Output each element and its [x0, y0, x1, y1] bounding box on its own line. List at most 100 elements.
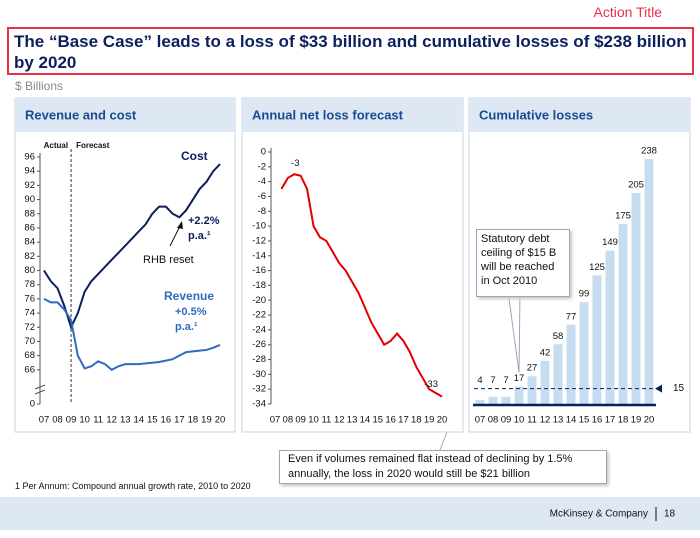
x-tick-label: 13 — [347, 415, 358, 426]
x-tick-label: 17 — [174, 415, 185, 426]
panel-header — [242, 98, 463, 132]
y-tick-label: 66 — [24, 364, 35, 375]
x-tick-label: 18 — [411, 415, 422, 426]
series-line — [43, 297, 221, 372]
y-tick-label: 76 — [24, 293, 35, 304]
y-tick-label: -30 — [252, 369, 266, 380]
x-tick-label: 14 — [566, 415, 577, 426]
series-line — [43, 163, 221, 330]
bar-label: 17 — [514, 373, 525, 384]
bar-label: 175 — [615, 210, 631, 221]
y-tick-label: 0 — [261, 147, 266, 158]
y-tick-label: 82 — [24, 251, 35, 262]
bar — [644, 159, 654, 404]
y-tick-label: 78 — [24, 279, 35, 290]
reference-arrow — [655, 384, 662, 393]
y-tick-label: -12 — [252, 235, 266, 246]
x-tick-label: 11 — [93, 415, 103, 426]
x-tick-label: 07 — [270, 415, 281, 426]
footer-company: McKinsey & Company — [550, 509, 648, 520]
phase-label: Actual — [44, 141, 68, 150]
panel — [14, 97, 236, 433]
bar — [566, 324, 576, 404]
x-tick-label: 11 — [321, 415, 331, 426]
x-tick-label: 14 — [133, 415, 144, 426]
y-tick-label: -14 — [252, 250, 266, 261]
y-tick-label: 68 — [24, 350, 35, 361]
bar — [501, 396, 511, 404]
x-tick-label: 16 — [385, 415, 396, 426]
annotation: p.a.¹ — [188, 230, 211, 242]
x-tick-label: 07 — [475, 415, 486, 426]
bar-label: 7 — [490, 375, 495, 386]
x-tick-label: 14 — [360, 415, 371, 426]
y-tick-label: -4 — [258, 176, 266, 187]
bar — [553, 344, 563, 404]
x-tick-label: 10 — [308, 415, 319, 426]
x-tick-label: 15 — [579, 415, 590, 426]
axis-break — [34, 384, 46, 390]
callout-connector — [439, 431, 448, 451]
series-label: Cost — [181, 149, 208, 163]
axis-break — [34, 389, 46, 395]
y-tick-label: -8 — [258, 206, 266, 217]
y-tick-label: 84 — [24, 237, 35, 248]
panel — [241, 97, 464, 433]
bar-label: 99 — [579, 289, 590, 300]
annotation: p.a.¹ — [175, 321, 198, 333]
x-tick-label: 19 — [424, 415, 435, 426]
panel-title: Revenue and cost — [25, 107, 137, 122]
footnote: 1 Per Annum: Compound annual growth rate… — [15, 481, 251, 491]
data-label: -33 — [424, 379, 438, 390]
callout-pointer — [507, 290, 521, 373]
panel-header — [469, 98, 690, 132]
y-tick-label: 92 — [24, 180, 35, 191]
x-tick-label: 10 — [79, 415, 90, 426]
bar — [631, 193, 641, 404]
x-tick-label: 20 — [644, 415, 655, 426]
x-tick-label: 13 — [553, 415, 564, 426]
x-tick-label: 07 — [39, 415, 50, 426]
footer-bar — [0, 497, 700, 530]
bar — [540, 360, 550, 404]
x-tick-label: 08 — [283, 415, 294, 426]
y-tick-label: -20 — [252, 295, 266, 306]
bar — [592, 275, 602, 404]
x-tick-label: 12 — [334, 415, 345, 426]
bar — [488, 396, 498, 404]
panel-header — [15, 98, 235, 132]
slide-title: The “Base Case” leads to a loss of $33 b… — [14, 32, 687, 72]
y-tick-label: -24 — [252, 324, 266, 335]
x-tick-label: 18 — [188, 415, 199, 426]
annotation: RHB reset — [143, 254, 194, 266]
bar-label: 205 — [628, 180, 644, 191]
y-tick-label: -10 — [252, 221, 266, 232]
bar-label: 4 — [477, 375, 482, 386]
bar-label: 7 — [503, 375, 508, 386]
x-tick-label: 09 — [66, 415, 77, 426]
y-tick-label: 90 — [24, 194, 35, 205]
bar-label: 238 — [641, 146, 657, 157]
x-tick-label: 19 — [631, 415, 642, 426]
bar — [527, 376, 537, 404]
y-tick-label: -28 — [252, 354, 266, 365]
unit-label: $ Billions — [15, 79, 64, 93]
y-tick-label: -2 — [258, 161, 266, 172]
bar-label: 125 — [589, 262, 605, 273]
bar — [605, 250, 615, 404]
x-tick-label: 20 — [215, 415, 226, 426]
x-tick-label: 18 — [618, 415, 629, 426]
panel-title: Cumulative losses — [479, 107, 593, 122]
data-label: -3 — [291, 158, 299, 169]
y-tick-label: 96 — [24, 152, 35, 163]
title-frame — [7, 27, 694, 75]
action-label: Action Title — [593, 4, 662, 20]
bar — [514, 386, 524, 404]
y-tick-label: 86 — [24, 222, 35, 233]
annotation: +2.2% — [188, 215, 220, 227]
x-tick-label: 16 — [161, 415, 172, 426]
x-tick-label: 13 — [120, 415, 131, 426]
y-tick-label: -26 — [252, 339, 266, 350]
x-tick-label: 17 — [605, 415, 616, 426]
